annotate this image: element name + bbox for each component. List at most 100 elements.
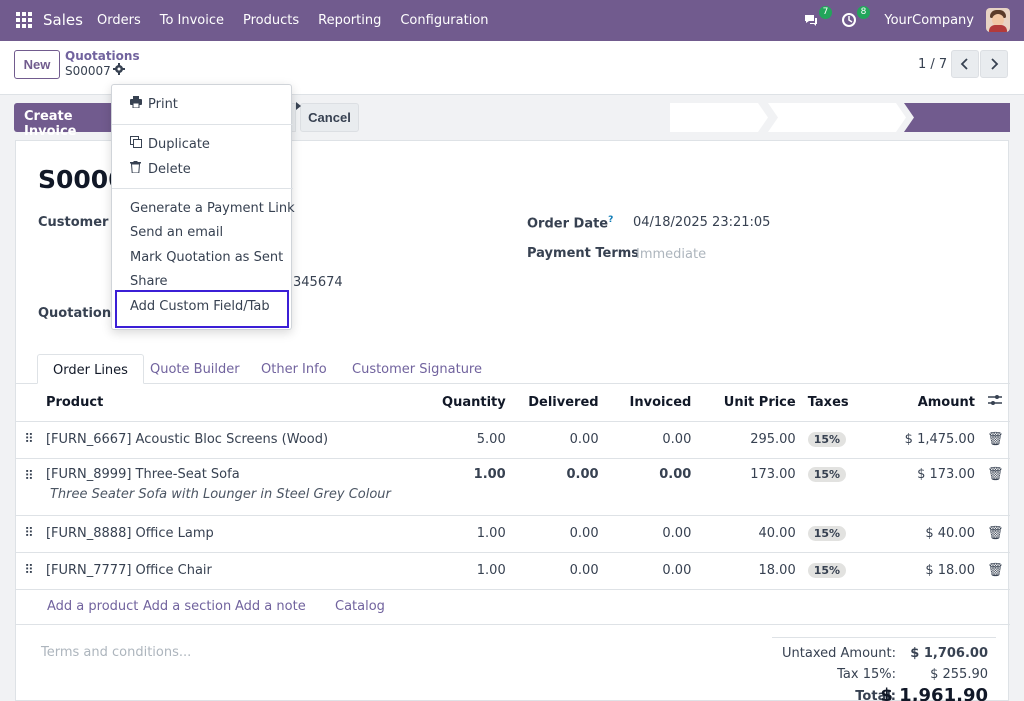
- col-unit-price[interactable]: Unit Price: [697, 384, 802, 422]
- new-button[interactable]: New: [14, 50, 60, 79]
- messages-badge: 7: [818, 6, 833, 19]
- highlight-box: [115, 290, 289, 328]
- line-unit-price[interactable]: 40.00: [697, 515, 802, 553]
- apps-grid-icon[interactable]: [16, 12, 32, 28]
- tax-badge[interactable]: 15%: [807, 466, 847, 482]
- line-product[interactable]: [FURN_8888] Office Lamp: [39, 515, 437, 553]
- add-custom-field-menu-item[interactable]: Add Custom Field/Tab: [130, 299, 270, 314]
- drag-handle-icon[interactable]: ⠿: [16, 552, 40, 590]
- drag-handle-icon[interactable]: ⠿: [16, 421, 40, 459]
- trash-icon[interactable]: 🗑: [980, 458, 1010, 516]
- col-product[interactable]: Product: [39, 384, 437, 422]
- mark-sent-menu-item[interactable]: Mark Quotation as Sent: [130, 250, 284, 265]
- print-menu-item[interactable]: Print: [130, 96, 301, 112]
- chevron-right-icon[interactable]: [980, 50, 1008, 78]
- line-unit-price[interactable]: 295.00: [697, 421, 802, 459]
- breadcrumb-current: S00007: [65, 64, 111, 78]
- breadcrumb-parent[interactable]: Quotations: [65, 49, 140, 63]
- menu-orders[interactable]: Orders: [97, 13, 141, 28]
- line-amount: $ 40.00: [863, 515, 981, 553]
- pager-value[interactable]: 1 / 7: [918, 57, 948, 72]
- table-row[interactable]: ⠿ [FURN_8999] Three-Seat Sofa Three Seat…: [16, 458, 1010, 516]
- col-taxes[interactable]: Taxes: [801, 384, 864, 422]
- chat-icon[interactable]: 7: [800, 6, 833, 31]
- menu-products[interactable]: Products: [243, 13, 300, 28]
- activities-badge: 8: [856, 6, 871, 19]
- company-switcher[interactable]: YourCompany: [884, 12, 974, 28]
- table-row[interactable]: ⠿ [FURN_8888] Office Lamp 1.00 0.00 0.00…: [16, 515, 1010, 553]
- chevron-right-icon: [296, 102, 301, 110]
- col-quantity[interactable]: Quantity: [436, 384, 512, 422]
- table-row[interactable]: ⠿ [FURN_6667] Acoustic Bloc Screens (Woo…: [16, 421, 1010, 459]
- line-product[interactable]: [FURN_8999] Three-Seat Sofa: [45, 466, 240, 482]
- line-amount: $ 1,475.00: [863, 421, 981, 459]
- tax-badge[interactable]: 15%: [807, 563, 847, 578]
- payment-link-menu-item[interactable]: Generate a Payment Link: [130, 201, 295, 216]
- share-menu-item[interactable]: Share: [130, 274, 168, 289]
- tax-value: $ 255.90: [930, 667, 988, 682]
- delete-menu-item[interactable]: Delete: [130, 161, 191, 177]
- col-invoiced[interactable]: Invoiced: [604, 384, 698, 422]
- line-delivered: 0.00: [511, 552, 605, 590]
- line-quantity[interactable]: 1.00: [436, 552, 512, 590]
- add-section-link[interactable]: Add a section: [143, 599, 232, 614]
- line-unit-price[interactable]: 173.00: [697, 458, 802, 516]
- tab-order-lines[interactable]: Order Lines: [37, 354, 144, 384]
- record-number: S0000: [38, 165, 126, 194]
- line-quantity[interactable]: 1.00: [436, 515, 512, 553]
- total-label: Total:: [855, 689, 896, 701]
- line-quantity[interactable]: 1.00: [436, 458, 512, 516]
- catalog-link[interactable]: Catalog: [335, 599, 385, 614]
- app-brand[interactable]: Sales: [43, 11, 83, 29]
- line-description[interactable]: Three Seater Sofa with Lounger in Steel …: [49, 486, 391, 502]
- printer-icon: [130, 96, 148, 111]
- col-delivered[interactable]: Delivered: [511, 384, 605, 422]
- tab-customer-signature[interactable]: Customer Signature: [352, 362, 482, 377]
- customer-phone: 345674: [293, 275, 343, 290]
- trash-icon[interactable]: 🗑: [980, 552, 1010, 590]
- menu-reporting[interactable]: Reporting: [318, 13, 382, 28]
- trash-icon[interactable]: 🗑: [980, 515, 1010, 553]
- drag-handle-icon[interactable]: ⠿: [16, 515, 40, 553]
- help-icon[interactable]: ?: [608, 215, 614, 225]
- menu-separator: [112, 124, 293, 125]
- terms-input[interactable]: Terms and conditions...: [41, 645, 192, 660]
- line-quantity[interactable]: 5.00: [436, 421, 512, 459]
- gear-icon[interactable]: [113, 63, 125, 79]
- clock-icon[interactable]: 8: [838, 6, 871, 31]
- table-row[interactable]: ⠿ [FURN_7777] Office Chair 1.00 0.00 0.0…: [16, 552, 1010, 590]
- menu-to-invoice[interactable]: To Invoice: [159, 13, 225, 28]
- untaxed-value: $ 1,706.00: [910, 646, 988, 661]
- duplicate-menu-item[interactable]: Duplicate: [130, 136, 210, 152]
- line-amount: $ 173.00: [863, 458, 981, 516]
- add-note-link[interactable]: Add a note: [235, 599, 306, 614]
- status-stages[interactable]: [670, 103, 1010, 132]
- line-invoiced: 0.00: [604, 515, 698, 553]
- chevron-left-icon[interactable]: [951, 50, 979, 78]
- order-date-field[interactable]: 04/18/2025 23:21:05: [633, 215, 771, 230]
- tab-other-info[interactable]: Other Info: [261, 362, 327, 377]
- action-dropdown-menu: Print Duplicate Delete Generate a Paymen…: [111, 84, 301, 330]
- systray: 7 8 YourCompany: [800, 6, 1010, 32]
- cancel-button[interactable]: Cancel: [300, 103, 359, 132]
- line-product[interactable]: [FURN_7777] Office Chair: [39, 552, 437, 590]
- line-invoiced: 0.00: [604, 552, 698, 590]
- tax-badge[interactable]: 15%: [807, 432, 847, 447]
- line-product[interactable]: [FURN_6667] Acoustic Bloc Screens (Wood): [39, 421, 437, 459]
- menu-configuration[interactable]: Configuration: [400, 13, 489, 28]
- form-sheet: S0000 Customer 345674 Quotation Te Order…: [15, 140, 1010, 701]
- user-avatar[interactable]: [986, 8, 1010, 32]
- tax-badge[interactable]: 15%: [807, 526, 847, 541]
- line-unit-price[interactable]: 18.00: [697, 552, 802, 590]
- order-lines-table: Product Quantity Delivered Invoiced Unit…: [16, 384, 1010, 590]
- trash-icon[interactable]: 🗑: [980, 421, 1010, 459]
- columns-settings-icon[interactable]: [980, 384, 1010, 422]
- add-product-link[interactable]: Add a product: [47, 599, 139, 614]
- col-amount[interactable]: Amount: [863, 384, 981, 422]
- line-delivered: 0.00: [511, 515, 605, 553]
- drag-handle-icon[interactable]: ⠿: [16, 458, 40, 516]
- send-email-menu-item[interactable]: Send an email: [130, 225, 224, 240]
- create-invoice-button[interactable]: Create Invoice: [14, 103, 114, 139]
- tab-quote-builder[interactable]: Quote Builder: [150, 362, 240, 377]
- payment-terms-input[interactable]: Immediate: [636, 247, 707, 262]
